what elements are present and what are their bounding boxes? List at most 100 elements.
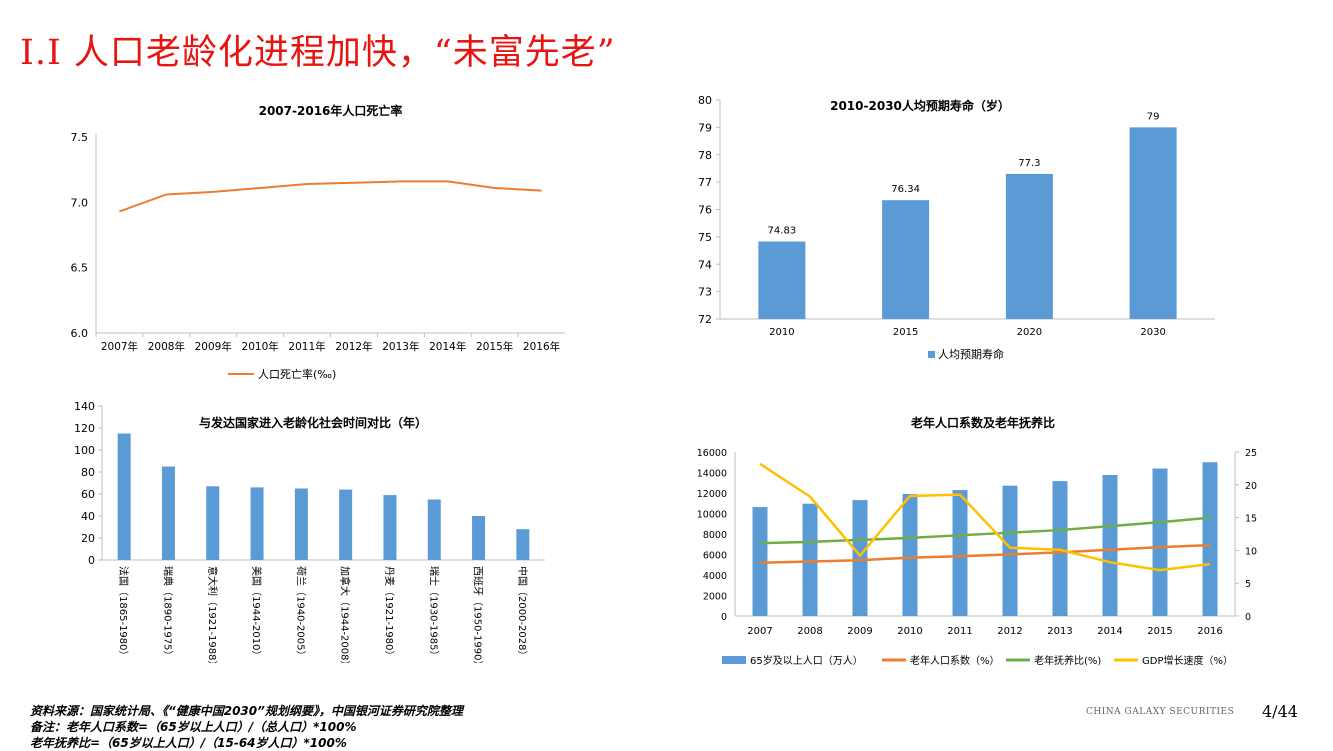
y-tick-label: 40 (81, 510, 95, 523)
bar (383, 495, 396, 560)
footer-notes: 资料来源：国家统计局、《“健康中国2030”规划纲要》，中国银河证券研究院整理 … (30, 703, 463, 751)
x-tick-label: 2015年 (476, 340, 513, 353)
y-right-tick-label: 15 (1245, 514, 1257, 525)
formula-note-1: 备注：老年人口系数=（65岁以上人口）/（总人口）*100% (30, 719, 463, 735)
y-left-tick-label: 10000 (697, 510, 727, 521)
bar (206, 486, 219, 560)
x-tick-label: 2011年 (288, 340, 325, 353)
y-tick-label: 74 (698, 258, 712, 271)
y-tick-label: 7.5 (71, 131, 89, 144)
bar (295, 489, 308, 561)
bar (118, 434, 131, 561)
x-tick-label: 2013 (1047, 626, 1072, 637)
bar (853, 500, 868, 616)
x-tick-label: 加拿大（1944-2008） (339, 566, 352, 663)
y-tick-label: 100 (74, 444, 95, 457)
formula-note-2: 老年抚养比=（65岁以上人口）/（15-64岁人口）*100% (30, 735, 463, 751)
x-tick-label: 2013年 (382, 340, 419, 353)
x-tick-label: 2011 (947, 626, 972, 637)
bar (1003, 486, 1018, 616)
data-label: 74.83 (768, 226, 797, 237)
x-tick-label: 2009 (847, 626, 872, 637)
y-tick-label: 7.0 (71, 196, 89, 209)
y-left-tick-label: 4000 (703, 571, 727, 582)
page-title: I.I 人口老龄化进程加快，“未富先老” (20, 24, 616, 75)
page-number: 4/44 (1262, 702, 1298, 721)
bar (251, 487, 264, 560)
y-tick-label: 77 (698, 176, 712, 189)
bar (428, 500, 441, 561)
y-tick-label: 73 (698, 286, 712, 299)
data-label: 77.3 (1018, 158, 1040, 169)
x-tick-label: 2020 (1017, 327, 1042, 338)
y-tick-label: 120 (74, 422, 95, 435)
series-line (760, 545, 1210, 563)
legend-label: 人口死亡率(‰) (258, 367, 336, 381)
legend-label: 人均预期寿命 (938, 347, 1004, 361)
x-tick-label: 2014年 (429, 340, 466, 353)
chart-title: 2010-2030人均预期寿命（岁） (830, 98, 1010, 113)
x-tick-label: 2012 (997, 626, 1022, 637)
x-tick-label: 2016年 (523, 340, 560, 353)
x-tick-label: 2030 (1140, 327, 1165, 338)
x-tick-label: 瑞士（1930-1985） (427, 566, 440, 661)
legend-label: 老年人口系数（%） (910, 654, 1000, 667)
y-left-tick-label: 14000 (697, 469, 727, 480)
bar (339, 490, 352, 560)
x-tick-label: 2012年 (335, 340, 372, 353)
y-tick-label: 0 (88, 554, 95, 567)
y-tick-label: 80 (81, 466, 95, 479)
legend-swatch (928, 351, 935, 358)
x-tick-label: 荷兰（1940-2005） (294, 566, 307, 661)
y-tick-label: 140 (74, 400, 95, 413)
bar (1130, 127, 1177, 319)
x-tick-label: 丹麦（1921-1980） (383, 566, 395, 661)
x-tick-label: 意大利（1921-1988） (206, 566, 219, 663)
x-tick-label: 西班牙（1950-1990） (472, 566, 484, 663)
x-tick-label: 2007年 (101, 340, 138, 353)
y-left-tick-label: 0 (721, 612, 727, 623)
y-right-tick-label: 0 (1245, 612, 1251, 623)
x-tick-label: 2015 (893, 327, 918, 338)
x-tick-label: 中国（2000-2028） (516, 566, 529, 661)
y-tick-label: 80 (698, 94, 712, 107)
bar (882, 200, 929, 319)
y-tick-label: 60 (81, 488, 95, 501)
y-tick-label: 78 (698, 149, 712, 162)
x-tick-label: 美国（1944-2010） (250, 566, 263, 661)
x-tick-label: 2010 (897, 626, 922, 637)
y-left-tick-label: 2000 (703, 592, 727, 603)
bar (803, 504, 818, 616)
legend-label: 65岁及以上人口（万人） (750, 654, 863, 667)
brand-logo: CHINA GALAXY SECURITIES (1086, 707, 1234, 717)
y-left-tick-label: 16000 (697, 448, 727, 459)
data-label: 79 (1147, 111, 1160, 122)
bar (516, 529, 529, 560)
chart-svg: 与发达国家进入老龄化社会时间对比（年）020406080100120140法国（… (60, 398, 560, 663)
x-tick-label: 2008 (797, 626, 822, 637)
chart-svg: 2010-2030人均预期寿命（岁）72737475767778798074.8… (680, 90, 1240, 370)
x-tick-label: 2007 (747, 626, 772, 637)
bar (472, 516, 485, 560)
source-note: 资料来源：国家统计局、《“健康中国2030”规划纲要》，中国银河证券研究院整理 (30, 703, 463, 719)
bar (953, 490, 968, 616)
bar (1203, 462, 1218, 616)
bar (162, 467, 175, 561)
y-right-tick-label: 5 (1245, 579, 1251, 590)
y-tick-label: 75 (698, 231, 712, 244)
x-tick-label: 2010 (769, 327, 794, 338)
bar (1153, 469, 1168, 616)
chart-title: 2007-2016年人口死亡率 (259, 103, 403, 118)
bar (1006, 174, 1053, 319)
legend-label: GDP增长速度（%） (1142, 654, 1233, 667)
chart-svg: 老年人口系数及老年抚养比0200040006000800010000120001… (680, 405, 1270, 675)
x-tick-label: 法国（1865-1980） (117, 566, 130, 661)
x-tick-label: 2014 (1097, 626, 1122, 637)
legend-label: 老年抚养比(%) (1034, 654, 1101, 667)
y-tick-label: 6.0 (71, 327, 89, 340)
series-line-death-rate (119, 181, 541, 211)
